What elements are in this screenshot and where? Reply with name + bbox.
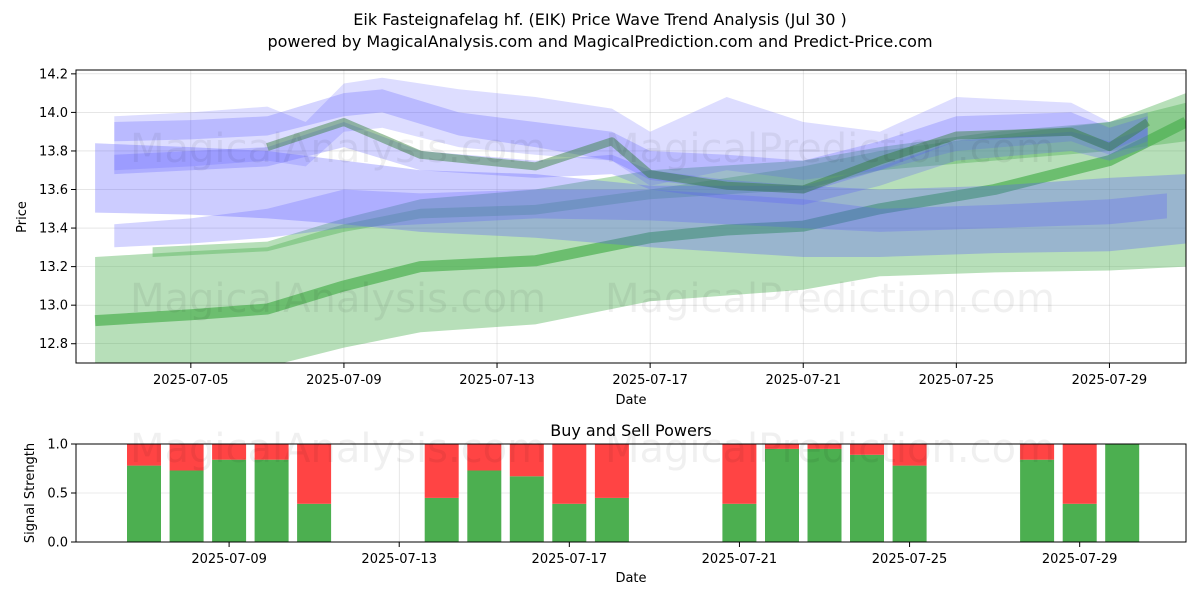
signal-bars <box>127 444 1140 542</box>
sell-bar <box>297 444 332 504</box>
price-x-tick-label: 2025-07-09 <box>306 373 382 388</box>
buy-bar <box>765 448 799 542</box>
price-y-tick-label: 13.8 <box>39 144 68 159</box>
sell-bar <box>509 444 544 477</box>
sell-bar <box>1020 444 1055 460</box>
price-band-series-6 <box>114 89 1148 194</box>
buy-bar <box>850 454 884 542</box>
signal-x-tick-label: 2025-07-21 <box>702 552 778 567</box>
price-line-series-8 <box>266 118 1150 194</box>
price-line-series-2 <box>94 117 1186 327</box>
buy-bar <box>297 503 332 542</box>
price-y-tick-label: 13.0 <box>39 299 68 314</box>
price-y-tick-label: 13.2 <box>39 260 68 275</box>
price-y-tick-label: 14.2 <box>39 67 68 82</box>
signal-y-tick-label: 1.0 <box>47 438 68 453</box>
signal-x-tick-label: 2025-07-09 <box>191 552 267 567</box>
signal-y-tick-label: 0.0 <box>47 536 68 551</box>
price-band-series-5 <box>114 77 1148 186</box>
buy-bar <box>467 470 502 542</box>
price-band-series-3 <box>95 143 1186 257</box>
price-x-tick-label: 2025-07-17 <box>612 373 688 388</box>
signal-y-axis-label: Signal Strength <box>23 443 38 543</box>
price-x-tick-label: 2025-07-25 <box>919 373 995 388</box>
sell-bar <box>765 444 799 449</box>
buy-bar <box>424 497 459 542</box>
watermark-prediction-top: MagicalPrediction.com <box>605 126 1055 172</box>
signal-y-tick-label: 0.5 <box>47 487 68 502</box>
signal-x-axis-label: Date <box>615 571 646 586</box>
price-band-series-1 <box>152 102 1186 257</box>
watermark-prediction-mid: MagicalPrediction.com <box>605 276 1055 322</box>
price-y-tick-label: 13.4 <box>39 222 68 237</box>
buy-bar <box>212 459 247 542</box>
price-x-tick-label: 2025-07-29 <box>1072 373 1148 388</box>
price-wave-panel: MagicalAnalysis.com MagicalPrediction.co… <box>15 67 1187 408</box>
sell-bar <box>169 444 204 471</box>
buy-bar <box>127 465 161 542</box>
buy-bar <box>254 459 289 542</box>
sell-bar <box>850 444 884 455</box>
sell-bar <box>467 444 502 471</box>
price-y-axis-label: Price <box>15 201 30 233</box>
price-y-tick-label: 13.6 <box>39 183 68 198</box>
sell-bar <box>424 444 459 498</box>
buy-bar <box>1062 503 1097 542</box>
price-x-tick-label: 2025-07-05 <box>153 373 229 388</box>
sell-bar <box>807 444 842 449</box>
signal-x-tick-label: 2025-07-29 <box>1042 552 1118 567</box>
buy-bar <box>1105 444 1140 542</box>
signal-x-ticks: 2025-07-09 2025-07-13 2025-07-17 2025-07-21… <box>191 542 1117 567</box>
price-y-tick-label: 14.0 <box>39 106 68 121</box>
price-y-tick-label: 12.8 <box>39 337 68 352</box>
buy-bar <box>594 497 629 542</box>
sell-bar <box>254 444 289 460</box>
buy-bar <box>1020 459 1055 542</box>
signal-x-tick-label: 2025-07-17 <box>532 552 608 567</box>
watermark-analysis-top: MagicalAnalysis.com <box>130 126 546 172</box>
sell-bar <box>552 444 587 504</box>
sell-bar <box>722 444 757 504</box>
price-x-axis-label: Date <box>615 393 646 408</box>
price-series-group <box>94 77 1186 363</box>
buy-bar <box>722 503 757 542</box>
sell-bar <box>594 444 629 498</box>
watermark-analysis-mid: MagicalAnalysis.com <box>130 276 546 322</box>
buy-bar <box>892 465 927 542</box>
price-x-ticks: 2025-07-05 2025-07-09 2025-07-13 2025-07-17… <box>153 363 1147 388</box>
buy-bar <box>509 476 544 542</box>
price-band-series-4 <box>114 189 1167 248</box>
signal-panel: Buy and Sell Powers MagicalAnalysis.com … <box>23 421 1187 586</box>
chart-title: Eik Fasteignafelag hf. (EIK) Price Wave … <box>353 10 847 29</box>
signal-chart-title: Buy and Sell Powers <box>550 421 712 440</box>
price-y-ticks: 12.8 13.0 13.2 13.4 13.6 13.8 14.0 14.2 <box>39 67 76 352</box>
watermark-prediction-bottom: MagicalPrediction.com <box>605 426 1055 472</box>
price-grid <box>76 70 1186 363</box>
buy-bar <box>552 503 587 542</box>
signal-x-tick-label: 2025-07-25 <box>872 552 948 567</box>
buy-bar <box>169 470 204 542</box>
signal-x-tick-label: 2025-07-13 <box>361 552 437 567</box>
sell-bar <box>127 444 161 466</box>
price-x-tick-label: 2025-07-13 <box>459 373 535 388</box>
sell-bar <box>892 444 927 466</box>
price-plot-frame <box>75 69 1187 364</box>
price-band-series-7 <box>114 122 1148 205</box>
price-x-tick-label: 2025-07-21 <box>765 373 841 388</box>
sell-bar <box>1062 444 1097 504</box>
buy-bar <box>807 448 842 542</box>
signal-y-ticks: 0.0 0.5 1.0 <box>47 438 76 551</box>
price-band-series-0 <box>95 93 1186 363</box>
chart-subtitle: powered by MagicalAnalysis.com and Magic… <box>267 32 933 51</box>
sell-bar <box>212 444 247 460</box>
watermark-analysis-bottom: MagicalAnalysis.com <box>130 426 546 472</box>
